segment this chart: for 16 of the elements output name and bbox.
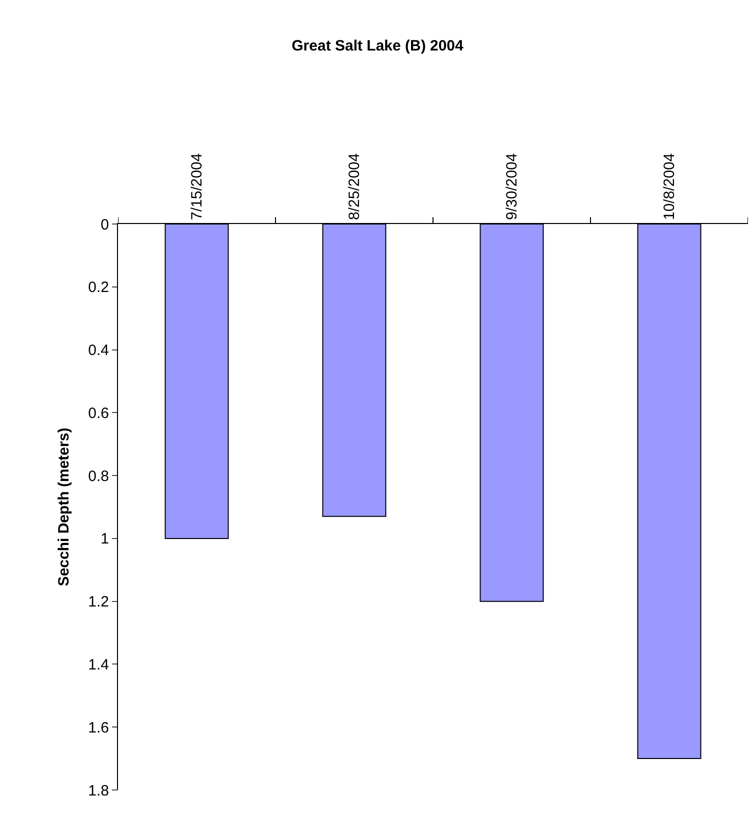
y-tick-label: 1.8 [88, 782, 109, 800]
y-tick-label: 0.4 [88, 342, 109, 360]
x-tick-label: 7/15/2004 [188, 153, 206, 220]
y-tick-label: 1.2 [88, 594, 109, 611]
chart-title: Great Salt Lake (B) 2004 [292, 38, 464, 54]
x-tick-label: 8/25/2004 [346, 153, 364, 220]
x-tick-label: 9/30/2004 [504, 153, 521, 220]
y-tick-label: 0 [100, 216, 109, 234]
y-axis-title: Secchi Depth (meters) [55, 428, 72, 586]
y-tick-label: 1 [100, 530, 109, 548]
x-tick-label: 10/8/2004 [661, 153, 678, 220]
y-tick-label: 0.6 [88, 404, 109, 422]
y-tick-label: 0.2 [88, 279, 109, 296]
y-tick-label: 0.8 [88, 468, 109, 485]
y-tick-label: 1.4 [88, 656, 109, 674]
y-tick-label: 1.6 [88, 719, 109, 736]
